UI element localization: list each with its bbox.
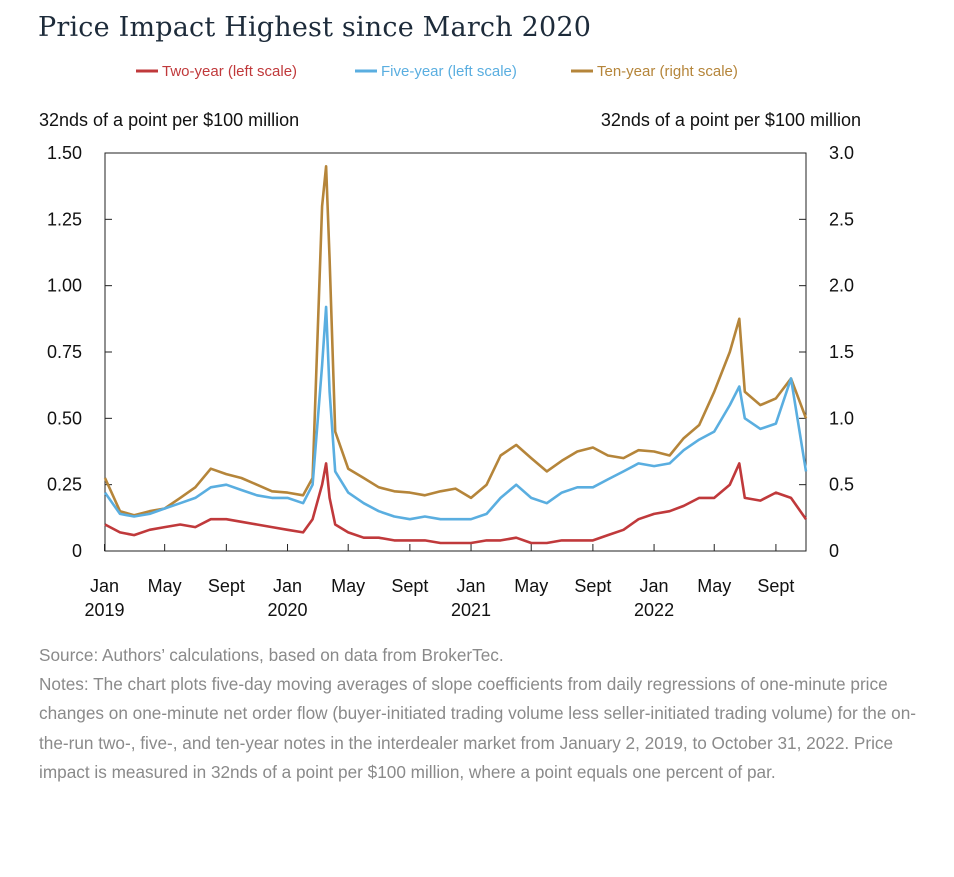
- left-tick-label: 1.50: [47, 143, 82, 163]
- left-tick-label: 0.25: [47, 475, 82, 495]
- price-impact-chart: Two-year (left scale) Five-year (left sca…: [39, 63, 861, 620]
- x-tick-label: Sept: [208, 576, 245, 596]
- x-tick-label: Jan: [640, 576, 669, 596]
- series-layer: [103, 165, 808, 545]
- left-tick-label: 0: [72, 541, 82, 561]
- right-tick-label: 0: [829, 541, 839, 561]
- x-tick-label: May: [148, 576, 182, 596]
- x-tick-year-label: 2019: [84, 600, 124, 620]
- x-axis: Jan 2019 May Sept Jan 2020 May Sept Jan 2021 May Se…: [84, 544, 794, 620]
- series-line-tenyear: [103, 165, 808, 517]
- right-tick-label: 1.0: [829, 408, 854, 428]
- notes-text: Notes: The chart plots five-day moving a…: [39, 674, 917, 782]
- chart-title: Price Impact Highest since March 2020: [38, 12, 592, 43]
- x-tick-label: Sept: [391, 576, 428, 596]
- right-tick-label: 0.5: [829, 475, 854, 495]
- left-tick-label: 0.50: [47, 408, 82, 428]
- x-tick-label: Sept: [574, 576, 611, 596]
- x-tick-label: May: [331, 576, 365, 596]
- right-axis: 0 0.5 1.0 1.5 2.0 2.5 3.0: [799, 143, 854, 561]
- series-line-twoyear: [104, 462, 808, 545]
- right-tick-label: 3.0: [829, 143, 854, 163]
- x-tick-label: Jan: [90, 576, 119, 596]
- legend-label: Ten-year (right scale): [597, 63, 738, 80]
- x-tick-label: May: [514, 576, 548, 596]
- x-tick-label: Sept: [757, 576, 794, 596]
- right-axis-label: 32nds of a point per $100 million: [601, 110, 861, 130]
- left-axis-label: 32nds of a point per $100 million: [39, 110, 299, 130]
- right-tick-label: 2.5: [829, 209, 854, 229]
- series-line-fiveyear: [103, 305, 808, 521]
- x-tick-label: May: [697, 576, 731, 596]
- legend: Two-year (left scale) Five-year (left sca…: [136, 63, 738, 80]
- source-note: Source: Authors’ calculations, based on …: [39, 645, 504, 665]
- legend-label: Five-year (left scale): [381, 63, 517, 80]
- x-tick-label: Jan: [457, 576, 486, 596]
- right-tick-label: 1.5: [829, 342, 854, 362]
- left-tick-label: 0.75: [47, 342, 82, 362]
- left-tick-label: 1.00: [47, 276, 82, 296]
- x-tick-label: Jan: [273, 576, 302, 596]
- plot-frame: [104, 152, 807, 552]
- x-tick-year-label: 2020: [267, 600, 307, 620]
- left-tick-label: 1.25: [47, 209, 82, 229]
- x-tick-year-label: 2022: [634, 600, 674, 620]
- notes-block: Source: Authors’ calculations, based on …: [39, 641, 919, 787]
- left-axis: 0 0.25 0.50 0.75 1.00 1.25 1.50: [47, 143, 112, 561]
- x-tick-year-label: 2021: [451, 600, 491, 620]
- right-tick-label: 2.0: [829, 276, 854, 296]
- legend-label: Two-year (left scale): [162, 63, 297, 80]
